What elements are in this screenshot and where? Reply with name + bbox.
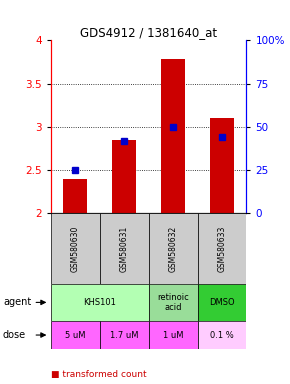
Text: 1 uM: 1 uM (163, 331, 183, 339)
Bar (100, 213, 148, 284)
Text: dose: dose (3, 330, 26, 340)
Bar (161, 59, 185, 213)
Bar (197, 321, 246, 349)
Bar (148, 321, 197, 349)
Text: GSM580630: GSM580630 (71, 225, 80, 272)
Bar (51, 213, 100, 284)
Bar (148, 213, 197, 284)
Text: GSM580631: GSM580631 (120, 225, 129, 272)
Text: 0.1 %: 0.1 % (210, 331, 234, 339)
Text: 5 uM: 5 uM (65, 331, 86, 339)
Text: GSM580633: GSM580633 (218, 225, 226, 272)
Text: ■ transformed count: ■ transformed count (51, 370, 146, 379)
Bar (197, 284, 246, 321)
Text: DMSO: DMSO (209, 298, 235, 307)
Bar (197, 213, 246, 284)
Text: GSM580632: GSM580632 (168, 225, 177, 272)
Bar (112, 140, 136, 213)
Text: agent: agent (3, 297, 31, 308)
Text: 1.7 uM: 1.7 uM (110, 331, 138, 339)
Bar (51, 284, 148, 321)
Bar (100, 321, 148, 349)
Bar (148, 284, 197, 321)
Bar (210, 118, 234, 213)
Text: KHS101: KHS101 (83, 298, 116, 307)
Bar (63, 179, 88, 213)
Bar (51, 321, 100, 349)
Title: GDS4912 / 1381640_at: GDS4912 / 1381640_at (80, 26, 217, 39)
Text: retinoic
acid: retinoic acid (157, 293, 189, 312)
